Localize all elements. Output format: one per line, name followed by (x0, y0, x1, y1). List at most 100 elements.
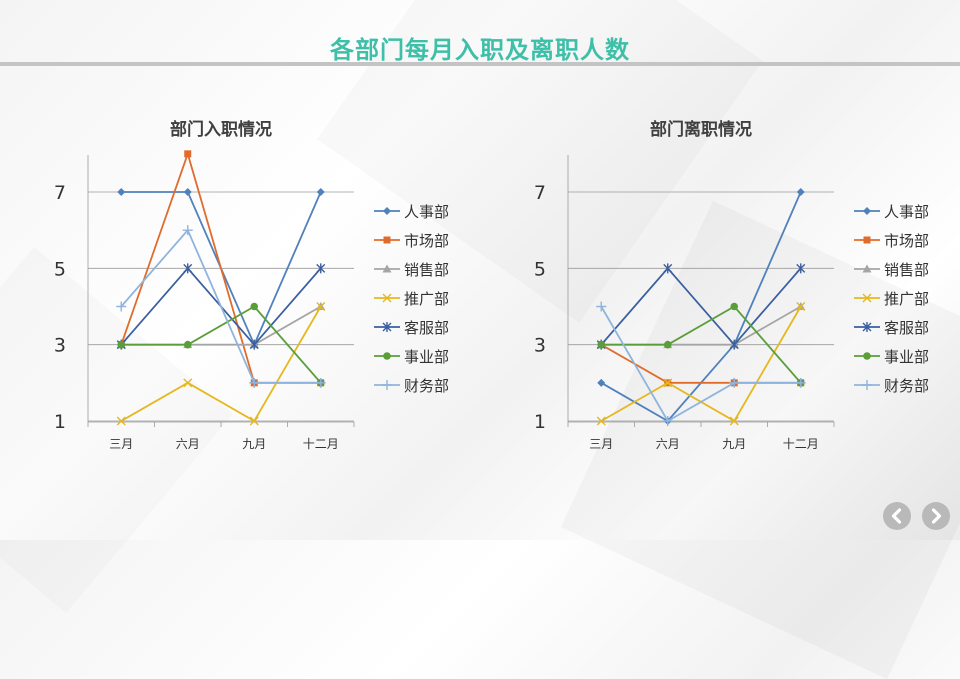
series-line (600, 306, 801, 423)
series-3 (596, 302, 806, 426)
x-tick-label: 六月 (176, 437, 200, 451)
data-point (663, 263, 673, 274)
series-6 (116, 225, 326, 388)
legend-label: 市场部 (404, 232, 449, 250)
legend-item: 客服部 (374, 319, 449, 337)
prev-slide-button[interactable] (883, 502, 911, 530)
legend-marker (382, 293, 392, 303)
x-tick-label: 九月 (242, 437, 266, 451)
next-slide-button[interactable] (922, 502, 950, 530)
data-point (730, 302, 739, 311)
series-line (120, 228, 321, 384)
data-point (183, 263, 193, 274)
legend-item: 市场部 (854, 232, 929, 250)
data-point (184, 150, 192, 158)
data-point (597, 378, 606, 387)
legend-item: 财务部 (854, 377, 929, 395)
y-tick-label: 1 (54, 411, 66, 433)
legend-marker (382, 380, 392, 390)
data-point (117, 340, 126, 349)
legend-item: 事业部 (374, 348, 449, 366)
data-point (183, 340, 192, 349)
data-point (663, 378, 673, 388)
data-point (316, 188, 325, 196)
page-title: 各部门每月入职及离职人数 (330, 36, 630, 64)
legend-label: 推广部 (884, 290, 929, 308)
legend-marker (862, 380, 872, 390)
series-3 (116, 302, 326, 426)
legend-item: 推广部 (374, 290, 449, 308)
legend-label: 销售部 (404, 261, 449, 279)
chevron-left-icon (891, 508, 902, 524)
series-4 (596, 263, 806, 350)
x-tick-label: 三月 (109, 437, 133, 451)
legend-item: 人事部 (854, 203, 929, 221)
y-tick-label: 5 (54, 258, 66, 280)
legend-marker (383, 352, 391, 360)
y-tick-label: 7 (534, 182, 546, 204)
legend-label: 客服部 (404, 319, 449, 337)
legend-marker (383, 236, 391, 244)
data-point (117, 188, 126, 196)
legend-item: 推广部 (854, 290, 929, 308)
series-line (600, 266, 802, 347)
legend-item: 市场部 (374, 232, 449, 250)
data-point (597, 340, 606, 349)
y-tick-label: 1 (534, 411, 546, 433)
series-1 (597, 341, 805, 387)
legend-label: 推广部 (404, 290, 449, 308)
data-point (596, 301, 607, 312)
y-tick-label: 3 (534, 335, 546, 357)
legend-marker (863, 236, 871, 244)
data-point (249, 416, 259, 426)
legend-label: 人事部 (404, 203, 449, 221)
legend-label: 事业部 (884, 348, 929, 366)
series-line (600, 343, 801, 384)
data-point (729, 416, 739, 426)
data-point (315, 377, 326, 388)
data-point (182, 225, 193, 236)
legend-item: 客服部 (854, 319, 929, 337)
x-tick-label: 九月 (722, 437, 746, 451)
series-line (601, 305, 802, 384)
series-line (121, 305, 322, 384)
legend-label: 市场部 (884, 232, 929, 250)
legend-marker (862, 322, 872, 332)
data-point (316, 302, 326, 311)
data-point (729, 377, 740, 388)
x-tick-label: 十二月 (783, 437, 819, 451)
data-point (183, 188, 192, 196)
chevron-right-icon (931, 508, 942, 524)
data-point (116, 416, 126, 426)
data-point (663, 340, 672, 349)
data-point (249, 377, 260, 388)
chart-title: 部门入职情况 (170, 119, 272, 140)
x-tick-label: 三月 (589, 437, 613, 451)
legend-marker (863, 352, 871, 360)
legend-item: 销售部 (374, 261, 449, 279)
x-tick-label: 十二月 (303, 437, 339, 451)
data-point (250, 302, 259, 311)
series-line (120, 306, 322, 423)
y-tick-label: 3 (54, 335, 66, 357)
legend-item: 人事部 (374, 203, 449, 221)
data-point (795, 377, 806, 388)
data-point (662, 416, 673, 426)
legend-item: 销售部 (854, 261, 929, 279)
data-point (729, 339, 739, 350)
y-tick-label: 7 (54, 182, 66, 204)
legend-label: 客服部 (884, 319, 929, 337)
y-tick-label: 5 (534, 258, 546, 280)
chart-title: 部门离职情况 (650, 119, 752, 140)
legend-label: 财务部 (884, 377, 929, 395)
data-point (116, 301, 127, 312)
data-point (316, 263, 326, 274)
legend-marker (382, 322, 392, 332)
legend-label: 事业部 (404, 348, 449, 366)
series-6 (596, 301, 806, 426)
legend-marker (383, 207, 391, 215)
data-point (796, 302, 806, 311)
legend-label: 人事部 (884, 203, 929, 221)
